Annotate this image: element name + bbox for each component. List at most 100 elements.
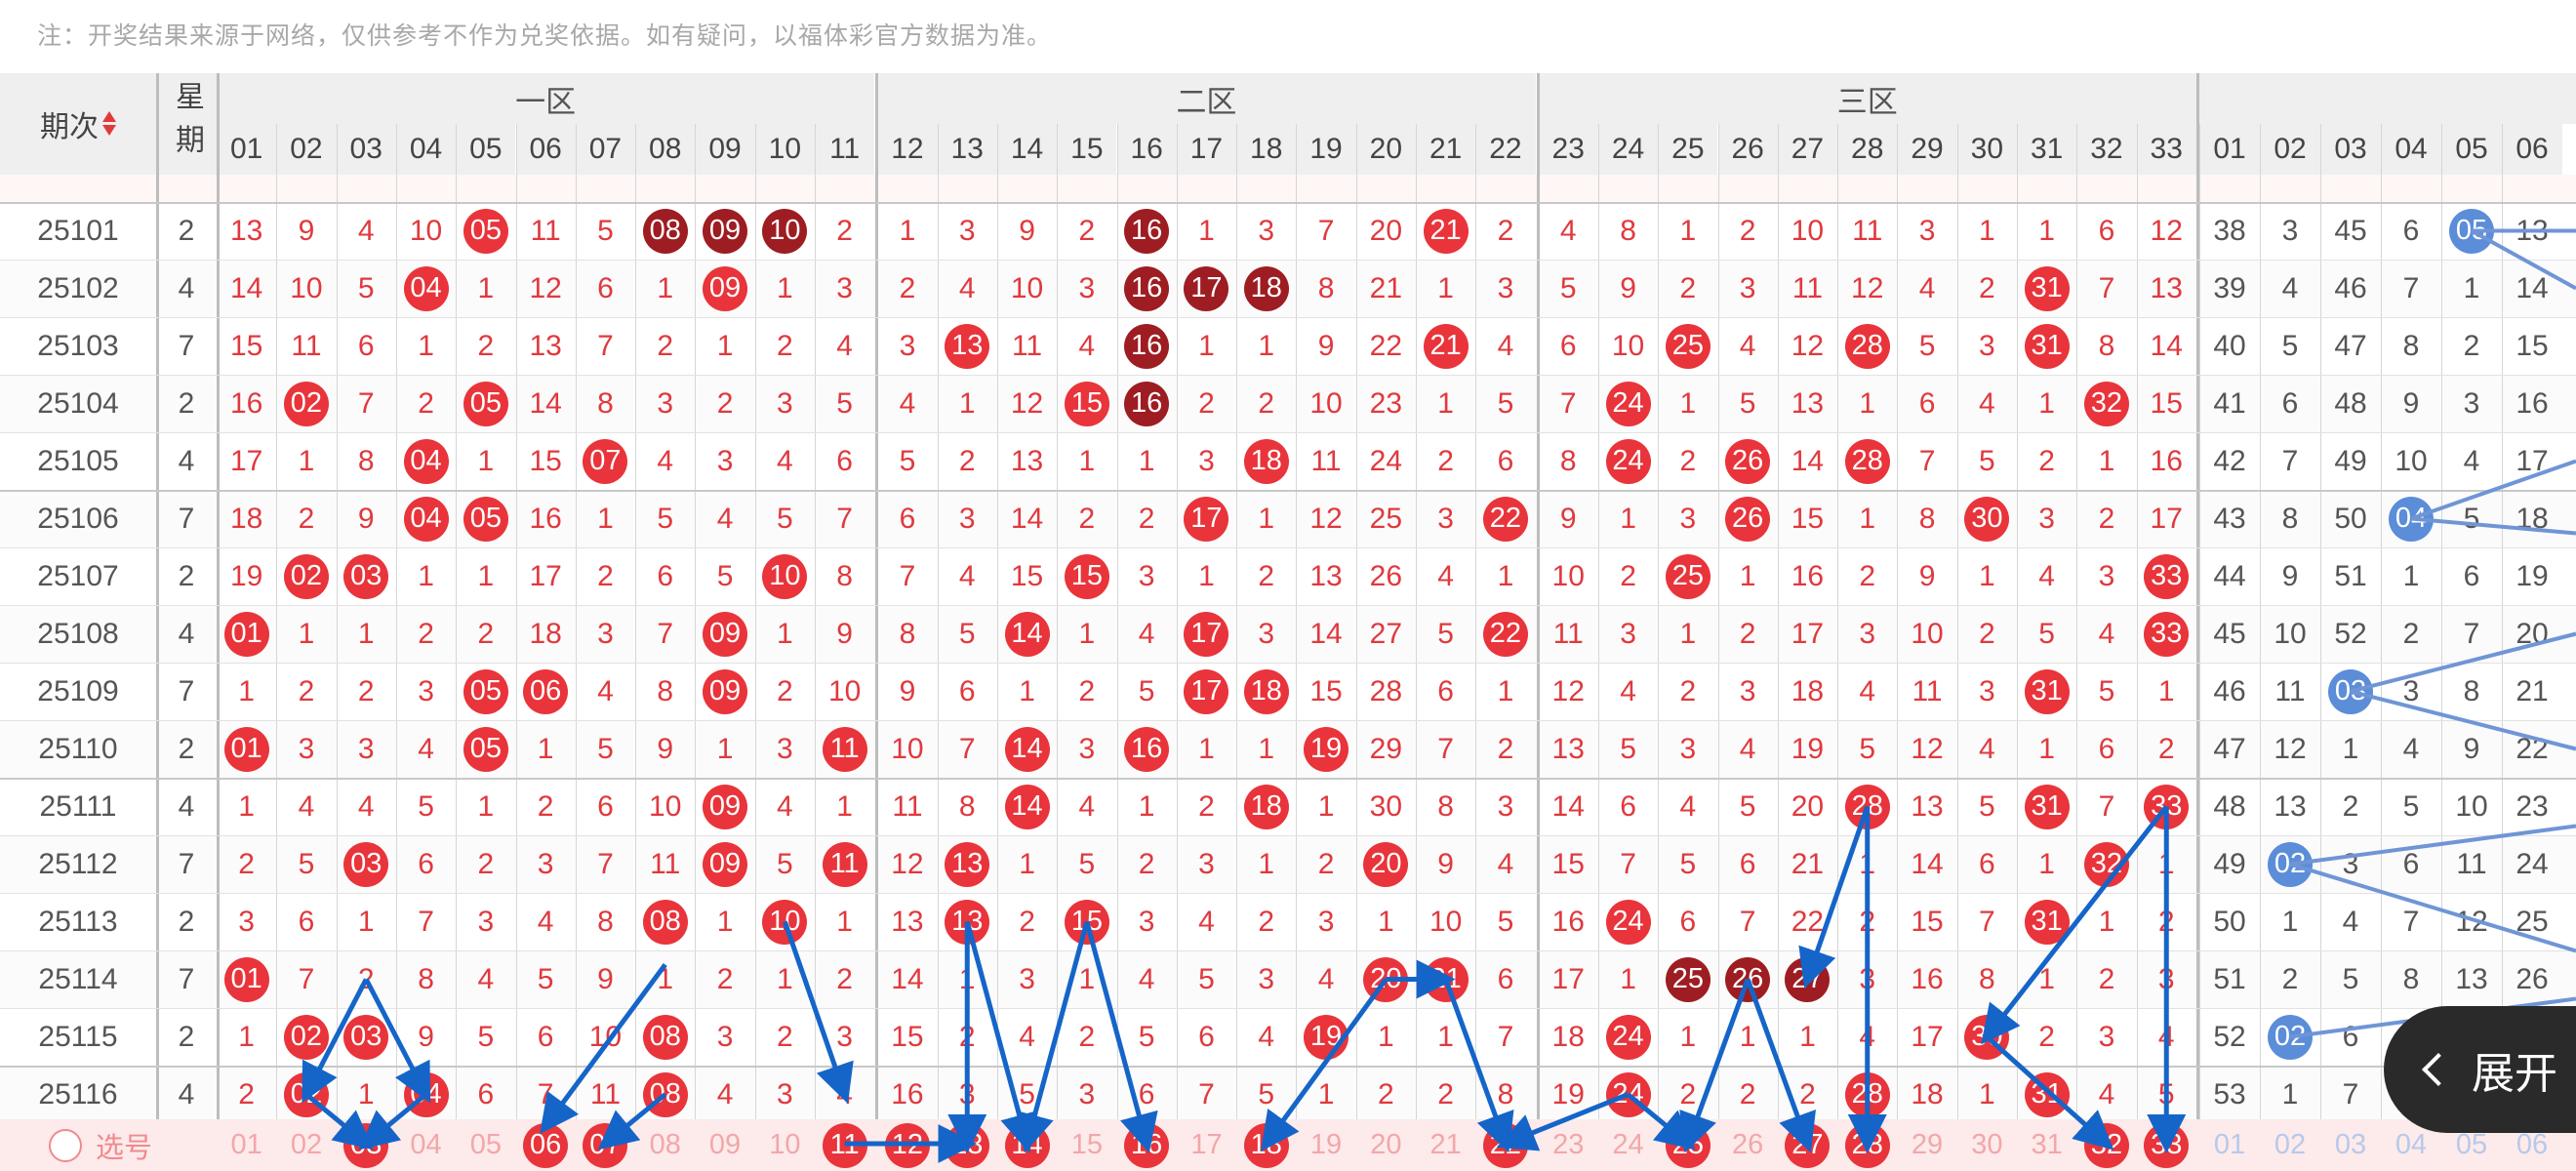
issue-header[interactable]: 期次 <box>0 73 156 175</box>
select-red-06[interactable]: 06 <box>516 1119 576 1171</box>
select-red-26[interactable]: 26 <box>1732 1129 1764 1160</box>
drawn-ball: 05 <box>463 496 508 542</box>
select-red-31[interactable]: 31 <box>2031 1129 2063 1160</box>
issue-number[interactable]: 25116 <box>38 1077 118 1110</box>
select-red-21[interactable]: 21 <box>1429 1129 1462 1160</box>
drawn-ball: 06 <box>523 668 569 714</box>
select-red-19[interactable]: 19 <box>1309 1129 1343 1160</box>
select-red-02[interactable]: 02 <box>290 1129 323 1160</box>
select-red-17[interactable]: 17 <box>1190 1129 1223 1160</box>
issue-number[interactable]: 25101 <box>37 214 119 247</box>
select-red-18[interactable]: 18 <box>1236 1119 1296 1171</box>
red-cell: 4 <box>298 789 315 823</box>
drawn-ball: 17 <box>1184 496 1229 542</box>
red-cell: 5 <box>776 502 793 535</box>
issue-number[interactable]: 25106 <box>37 502 119 535</box>
select-blue-04[interactable]: 04 <box>2395 1129 2428 1160</box>
select-blue-01[interactable]: 01 <box>2213 1129 2246 1160</box>
issue-number[interactable]: 25112 <box>38 847 118 880</box>
picked-ball[interactable]: 16 <box>1124 1122 1170 1168</box>
picked-ball[interactable]: 13 <box>945 1122 990 1168</box>
drawn-ball: 04 <box>403 496 449 542</box>
drawn-ball: 05 <box>463 726 508 772</box>
picked-ball[interactable]: 18 <box>1243 1122 1289 1168</box>
issue-number[interactable]: 25115 <box>38 1020 118 1053</box>
select-red-01[interactable]: 01 <box>230 1129 262 1160</box>
select-red-28[interactable]: 28 <box>1837 1119 1897 1171</box>
drawn-ball: 03 <box>343 1014 389 1060</box>
issue-number[interactable]: 25114 <box>38 962 118 995</box>
red-col-header-33: 33 <box>2136 124 2196 175</box>
red-cell: 10 <box>755 547 815 605</box>
issue-number[interactable]: 25107 <box>37 559 119 592</box>
blue-cell: 52 <box>2213 1020 2246 1053</box>
issue-number[interactable]: 25111 <box>39 789 117 823</box>
select-red-10[interactable]: 10 <box>769 1129 801 1160</box>
select-red-22[interactable]: 22 <box>1475 1119 1535 1171</box>
select-blue-05[interactable]: 05 <box>2455 1129 2488 1160</box>
select-red-09[interactable]: 09 <box>708 1129 742 1160</box>
issue-number[interactable]: 25110 <box>38 732 118 765</box>
picked-ball[interactable]: 03 <box>343 1122 389 1168</box>
select-red-12[interactable]: 12 <box>877 1119 937 1171</box>
select-red-24[interactable]: 24 <box>1612 1129 1644 1160</box>
issue-number[interactable]: 25102 <box>37 271 119 304</box>
select-red-14[interactable]: 14 <box>997 1119 1057 1171</box>
select-blue-02[interactable]: 02 <box>2274 1129 2307 1160</box>
select-red-16[interactable]: 16 <box>1117 1119 1177 1171</box>
select-red-15[interactable]: 15 <box>1070 1129 1103 1160</box>
red-cell: 12 <box>2150 214 2183 247</box>
red-cell: 11 <box>1912 674 1943 707</box>
select-red-20[interactable]: 20 <box>1370 1129 1402 1160</box>
issue-number[interactable]: 25103 <box>37 329 119 362</box>
red-cell: 2 <box>1497 732 1514 765</box>
picked-ball[interactable]: 27 <box>1785 1122 1831 1168</box>
issue-number[interactable]: 25108 <box>37 617 119 650</box>
drawn-blue-ball: 04 <box>2389 496 2434 542</box>
select-label[interactable]: 选号 <box>49 1119 152 1171</box>
red-cell: 14 <box>1010 502 1044 535</box>
picked-ball[interactable]: 25 <box>1665 1122 1711 1168</box>
picked-ball[interactable]: 07 <box>583 1122 628 1168</box>
picked-ball[interactable]: 14 <box>1004 1122 1050 1168</box>
select-red-11[interactable]: 11 <box>815 1119 874 1171</box>
select-red-08[interactable]: 08 <box>649 1129 681 1160</box>
picked-ball[interactable]: 06 <box>523 1122 569 1168</box>
select-red-33[interactable]: 33 <box>2137 1119 2196 1171</box>
picked-ball[interactable]: 12 <box>884 1122 930 1168</box>
red-col-header-21: 21 <box>1416 124 1476 175</box>
red-cell: 3 <box>1739 271 1756 304</box>
select-red-30[interactable]: 30 <box>1971 1129 2003 1160</box>
select-red-05[interactable]: 05 <box>469 1129 502 1160</box>
select-red-23[interactable]: 23 <box>1552 1129 1585 1160</box>
picked-ball[interactable]: 33 <box>2144 1122 2190 1168</box>
red-cell: 4 <box>537 905 554 938</box>
issue-number[interactable]: 25105 <box>37 444 119 477</box>
expand-button[interactable]: 展开 <box>2384 1006 2576 1133</box>
issue-number[interactable]: 25113 <box>38 905 118 938</box>
red-col-header-29: 29 <box>1897 124 1957 175</box>
select-red-27[interactable]: 27 <box>1778 1119 1837 1171</box>
select-radio-icon[interactable] <box>49 1128 82 1162</box>
select-red-07[interactable]: 07 <box>576 1119 635 1171</box>
picked-ball[interactable]: 11 <box>822 1122 867 1168</box>
select-red-25[interactable]: 25 <box>1658 1119 1717 1171</box>
select-red-29[interactable]: 29 <box>1911 1129 1944 1160</box>
select-blue-03[interactable]: 03 <box>2334 1129 2367 1160</box>
select-red-13[interactable]: 13 <box>938 1119 997 1171</box>
red-cell: 2 <box>776 674 793 707</box>
select-red-03[interactable]: 03 <box>337 1119 396 1171</box>
picked-ball[interactable]: 32 <box>2083 1122 2129 1168</box>
picked-ball[interactable]: 22 <box>1482 1122 1528 1168</box>
picked-ball[interactable]: 28 <box>1844 1122 1890 1168</box>
select-red-32[interactable]: 32 <box>2076 1119 2136 1171</box>
issue-number[interactable]: 25109 <box>37 674 119 707</box>
issue-number[interactable]: 25104 <box>37 386 119 420</box>
select-blue-06[interactable]: 06 <box>2516 1129 2549 1160</box>
select-red-04[interactable]: 04 <box>410 1129 442 1160</box>
red-cell: 4 <box>1978 732 1995 765</box>
red-cell: 6 <box>1620 789 1636 823</box>
red-cell: 6 <box>418 847 434 880</box>
disclaimer-notice: 注：开奖结果来源于网络，仅供参考不作为兑奖依据。如有疑问，以福体彩官方数据为准。 <box>37 22 1053 50</box>
sort-icon[interactable] <box>102 109 116 139</box>
